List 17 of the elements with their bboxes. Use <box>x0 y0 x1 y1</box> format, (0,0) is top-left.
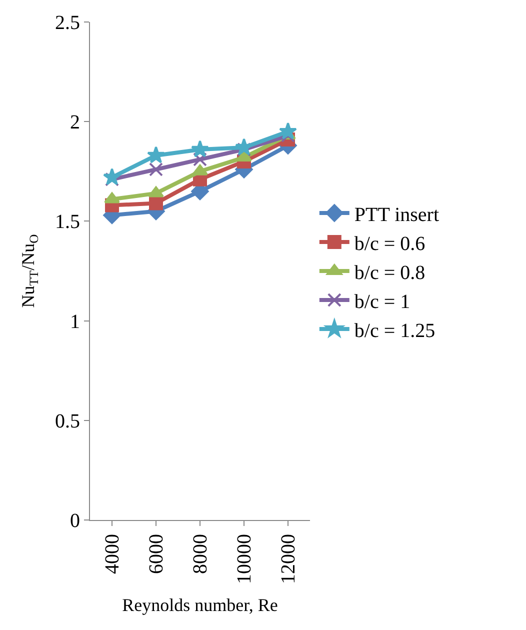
legend-label: b/c = 0.8 <box>354 262 426 284</box>
y-tick-label: 2.5 <box>55 12 80 34</box>
x-tick-label: 12000 <box>278 534 300 584</box>
x-tick-label: 6000 <box>146 534 168 574</box>
y-tick-label: 1.5 <box>55 211 80 234</box>
x-tick-label: 8000 <box>190 534 212 574</box>
legend-label: b/c = 1.25 <box>354 320 436 342</box>
y-tick-label: 0 <box>70 510 80 532</box>
legend-label: PTT insert <box>354 204 440 226</box>
y-tick-label: 2 <box>70 112 80 134</box>
legend-label: b/c = 0.6 <box>354 232 426 255</box>
legend-label: b/c = 1 <box>354 290 410 313</box>
y-tick-label: 1 <box>70 310 80 333</box>
y-tick-label: 0.5 <box>55 410 80 432</box>
x-tick-label: 4000 <box>102 534 124 574</box>
x-tick-label: 10000 <box>234 534 256 584</box>
x-axis-title: Reynolds number, Re <box>122 595 278 616</box>
